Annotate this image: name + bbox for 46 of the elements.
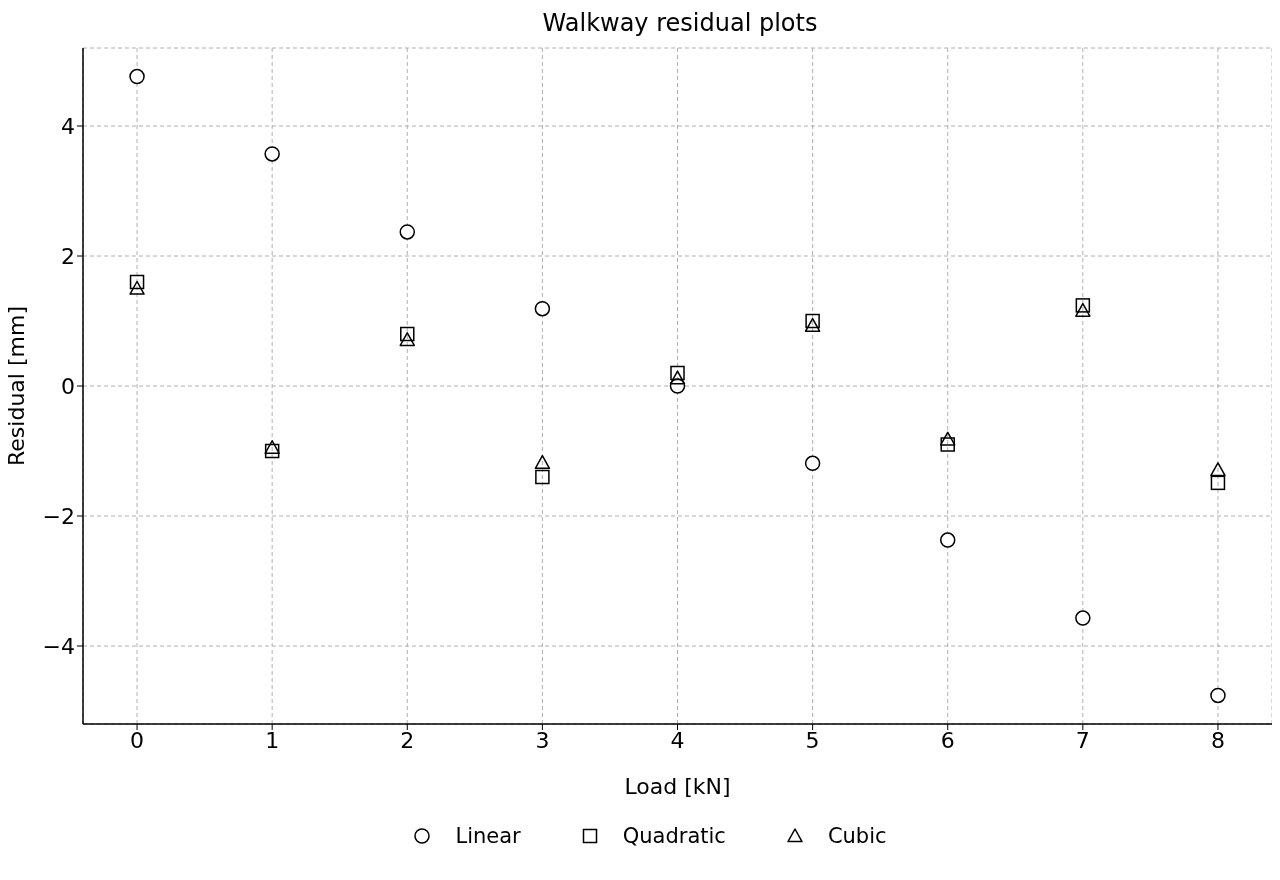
point	[534, 454, 551, 470]
point	[129, 280, 145, 295]
point	[264, 443, 280, 459]
x-tick-label: 6	[940, 727, 955, 753]
point	[129, 274, 145, 290]
point	[1210, 462, 1226, 477]
point	[129, 68, 145, 85]
x-tick-label: 3	[535, 727, 550, 753]
legend-label: Linear	[455, 824, 521, 848]
point	[804, 455, 821, 472]
point	[264, 440, 280, 455]
y-tick-label: −4	[42, 633, 75, 659]
point	[399, 224, 416, 240]
y-tick-label: −2	[42, 503, 75, 529]
legend-label: Quadratic	[622, 824, 726, 848]
legend-label: Cubic	[827, 824, 887, 848]
y-tick-label: 2	[61, 243, 75, 269]
point	[939, 431, 956, 446]
y-axis-title: Residual [mm]	[3, 306, 29, 466]
x-tick-label: 8	[1210, 727, 1225, 753]
x-tick-label: 0	[130, 727, 145, 753]
point	[670, 365, 685, 381]
point	[1210, 687, 1226, 704]
chart-title: Walkway residual plots	[541, 8, 819, 38]
x-tick-label: 4	[670, 727, 685, 753]
x-tick-label: 7	[1075, 727, 1090, 753]
point	[535, 469, 550, 485]
y-tick-label: 0	[61, 373, 75, 399]
point	[534, 300, 551, 317]
point	[399, 332, 416, 347]
y-tick-label: 4	[61, 113, 75, 139]
point	[804, 317, 821, 332]
x-tick-label: 1	[265, 727, 280, 753]
x-tick-label: 5	[805, 727, 820, 753]
point	[1075, 298, 1091, 313]
point	[264, 146, 280, 162]
point	[940, 437, 955, 452]
x-tick-label: 2	[400, 727, 415, 753]
point	[939, 532, 956, 548]
point	[1075, 302, 1091, 317]
point	[669, 370, 686, 385]
point	[1075, 610, 1091, 626]
point	[1210, 475, 1226, 491]
x-axis-title: Load [kN]	[624, 774, 731, 799]
point	[400, 326, 415, 342]
point	[805, 313, 820, 329]
